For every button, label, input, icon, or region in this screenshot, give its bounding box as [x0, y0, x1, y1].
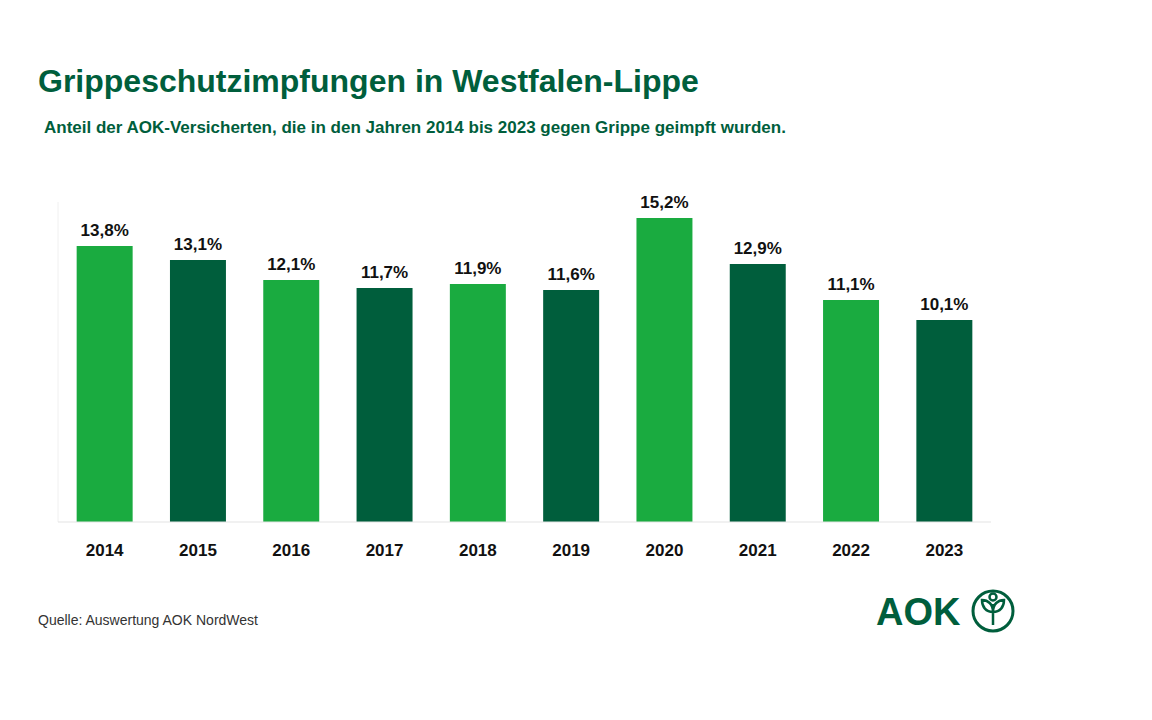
x-tick-label: 2018: [459, 541, 497, 560]
x-tick-label: 2021: [739, 541, 777, 560]
x-tick-label: 2020: [646, 541, 684, 560]
data-label: 13,1%: [174, 235, 222, 254]
bar: [170, 260, 226, 522]
data-label: 11,1%: [827, 275, 874, 294]
bar: [730, 264, 786, 522]
data-label: 11,7%: [361, 263, 408, 282]
title: Grippeschutzimpfungen in Westfalen-Lippe: [38, 63, 699, 99]
data-label: 10,1%: [920, 295, 968, 314]
data-label: 11,9%: [454, 259, 501, 278]
x-tick-label: 2016: [272, 541, 310, 560]
x-tick-label: 2014: [86, 541, 124, 560]
logo-dot: [990, 594, 997, 601]
chart: Grippeschutzimpfungen in Westfalen-Lippe…: [0, 0, 1152, 720]
data-labels: 13,8% 13,1% 12,1% 11,7% 11,9% 11,6% 15,2% 12,9%…: [81, 193, 969, 314]
bar: [823, 300, 879, 522]
x-tick-label: 2015: [179, 541, 217, 560]
bar: [357, 288, 413, 522]
bar: [450, 284, 506, 522]
data-label: 11,6%: [548, 265, 595, 284]
data-label: 12,9%: [734, 239, 782, 258]
x-tick-label: 2017: [366, 541, 404, 560]
bar: [543, 290, 599, 522]
logo-text: AOK: [876, 591, 961, 633]
bar: [263, 280, 319, 522]
x-tick-label: 2022: [832, 541, 870, 560]
bars: [77, 218, 973, 522]
data-label: 13,8%: [81, 221, 129, 240]
source: Quelle: Auswertung AOK NordWest: [38, 612, 258, 628]
x-axis-line: [58, 522, 991, 523]
bar: [916, 320, 972, 522]
subtitle: Anteil der AOK-Versicherten, die in den …: [44, 118, 786, 137]
x-ticks: 2014 2015 2016 2017 2018 2019 2020 2021 2022 2023: [86, 541, 964, 560]
logo-leaf: [982, 600, 1004, 625]
logo-icon: [973, 591, 1013, 631]
bar: [636, 218, 692, 522]
x-tick-label: 2019: [552, 541, 590, 560]
logo-circle: [973, 591, 1013, 631]
bar: [77, 246, 133, 522]
data-label: 15,2%: [640, 193, 688, 212]
y-axis-line: [58, 202, 59, 522]
data-label: 12,1%: [267, 255, 315, 274]
x-tick-label: 2023: [925, 541, 963, 560]
